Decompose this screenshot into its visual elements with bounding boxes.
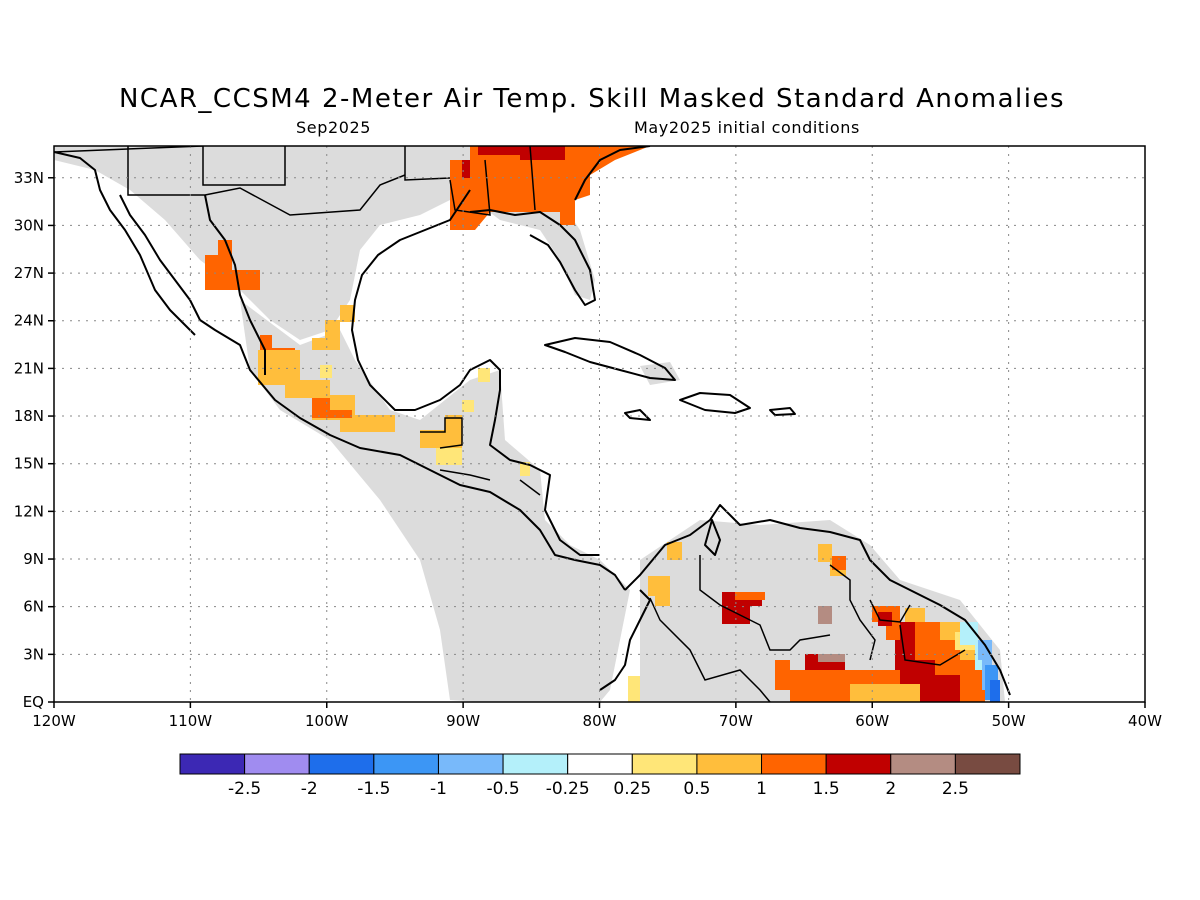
lon-tick-label: 120W: [32, 712, 76, 730]
anomaly-patches: [205, 146, 1000, 702]
colorbar-swatch: [631, 753, 698, 775]
lat-tick-label: 9N: [23, 550, 44, 568]
lat-tick-label: 30N: [14, 216, 44, 234]
lon-tick-label: 100W: [305, 712, 349, 730]
colorbar-swatch: [825, 753, 892, 775]
forecast-month: Sep2025: [296, 118, 372, 137]
colorbar-swatch: [244, 753, 310, 775]
lon-tick-label: 110W: [169, 712, 213, 730]
country-borders: [54, 146, 966, 702]
colorbar-swatch: [567, 753, 633, 775]
lon-tick-label: 80W: [583, 712, 617, 730]
lon-tick-label: 90W: [446, 712, 480, 730]
lon-tick-label: 60W: [855, 712, 889, 730]
map-plot-area: [54, 146, 1145, 702]
colorbar: -2.5 -2 -1.5 -1 -0.5 -0.25 0.25 0.5 1 1.5 2 2.5: [179, 753, 1021, 799]
colorbar-label: -2: [301, 779, 318, 799]
colorbar-label: 0.25: [613, 779, 651, 799]
colorbar-label: 2.5: [942, 779, 969, 799]
map-title: NCAR_CCSM4 2-Meter Air Temp. Skill Maske…: [118, 84, 1066, 114]
colorbar-label: -0.5: [486, 779, 519, 799]
colorbar-label: -1: [430, 779, 447, 799]
lon-tick-label: 50W: [992, 712, 1026, 730]
colorbar-label: 0.5: [683, 779, 710, 799]
colorbar-swatch: [890, 753, 956, 775]
lon-tick-label: 70W: [719, 712, 753, 730]
colorbar-label: 1.5: [813, 779, 840, 799]
colorbar-label: -2.5: [228, 779, 261, 799]
lat-tick-label: 15N: [14, 455, 44, 473]
no-skill-mask: [54, 146, 1005, 702]
dotted-grid: [54, 146, 1145, 702]
colorbar-swatch: [373, 753, 439, 775]
colorbar-swatch: [179, 753, 246, 775]
colorbar-swatch: [502, 753, 569, 775]
colorbar-label: 1: [756, 779, 767, 799]
lat-tick-label: EQ: [23, 693, 44, 711]
lat-tick-label: 24N: [14, 312, 44, 330]
colorbar-label: -1.5: [357, 779, 390, 799]
lat-tick-label: 21N: [14, 359, 44, 377]
lat-tick-label: 18N: [14, 407, 44, 425]
initial-conditions: May2025 initial conditions: [634, 118, 860, 137]
lat-tick-label: 12N: [14, 502, 44, 520]
lat-tick-label: 3N: [23, 645, 44, 663]
lat-tick-label: 6N: [23, 598, 44, 616]
lon-tick-label: 40W: [1128, 712, 1162, 730]
lat-tick-label: 33N: [14, 169, 44, 187]
coastlines: [54, 146, 1011, 696]
colorbar-swatch: [308, 753, 375, 775]
axis-ticks: 120W 110W 100W 90W 80W 70W 60W 50W 40W EQ 3N 6N 9N 12…: [14, 169, 1162, 730]
colorbar-swatch: [437, 753, 504, 775]
colorbar-label: -0.25: [546, 779, 590, 799]
colorbar-swatch: [954, 753, 1021, 775]
lat-tick-label: 27N: [14, 264, 44, 282]
colorbar-swatch: [761, 753, 827, 775]
colorbar-swatch: [696, 753, 763, 775]
colorbar-label: 2: [885, 779, 896, 799]
